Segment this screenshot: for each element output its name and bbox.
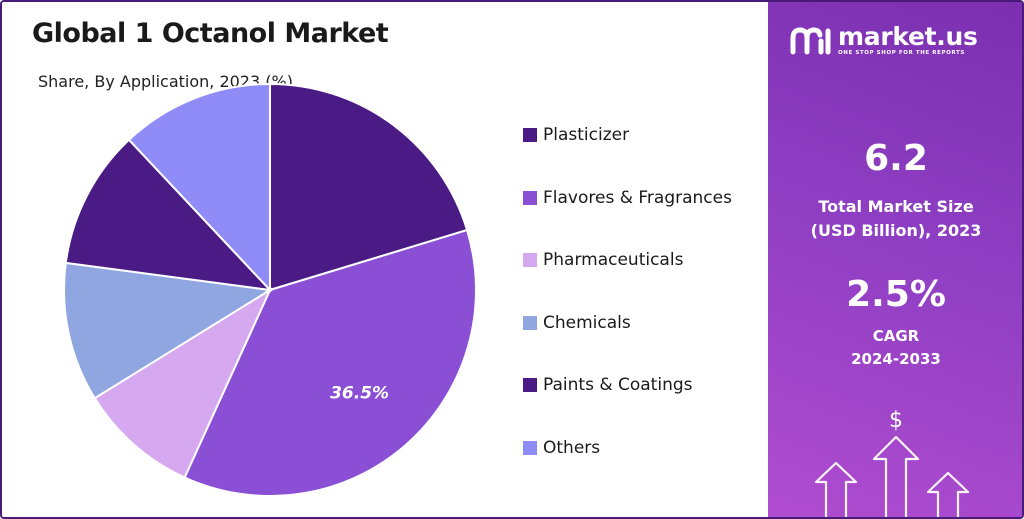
pie-slice-plasticizer xyxy=(269,82,469,292)
brand-name: market.us xyxy=(838,22,978,51)
pie-slice-flavores-fragrances xyxy=(183,228,477,497)
brand: market.us ONE STOP SHOP FOR THE REPORTS xyxy=(790,24,978,56)
legend-swatch xyxy=(523,315,537,330)
pie-slice-chemicals xyxy=(63,261,273,400)
arrow-up-right-icon xyxy=(926,471,970,517)
stats-panel: market.us ONE STOP SHOP FOR THE REPORTS … xyxy=(768,2,1022,517)
brand-tagline: ONE STOP SHOP FOR THE REPORTS xyxy=(838,50,965,56)
legend-swatch xyxy=(523,378,537,393)
arrow-up-center-icon xyxy=(872,435,920,517)
legend-swatch xyxy=(523,190,537,205)
pie-slice-pharmaceuticals xyxy=(93,287,273,479)
legend-label: Pharmaceuticals xyxy=(543,250,684,271)
legend-label: Flavores & Fragrances xyxy=(543,187,732,208)
growth-arrows-icon: $ xyxy=(814,408,970,517)
dollar-icon: $ xyxy=(889,408,903,433)
cagr-period: 2024-2033 xyxy=(851,350,941,368)
legend-swatch xyxy=(523,253,537,268)
pie-slice-paints-coatings xyxy=(64,138,273,292)
cagr-label: CAGR xyxy=(872,327,920,345)
legend-label: Chemicals xyxy=(543,312,631,333)
legend-item-others: Others xyxy=(523,417,763,480)
legend-item-chemicals: Chemicals xyxy=(523,292,763,355)
legend-label: Others xyxy=(543,437,601,458)
market-size-label-line-1: Total Market Size xyxy=(818,197,974,216)
pie-slice-others xyxy=(127,82,271,293)
market-us-logo-icon xyxy=(790,27,831,55)
legend-label: Plasticizer xyxy=(543,125,630,146)
slice-data-label: 36.5% xyxy=(330,383,389,403)
chart-panel: Global 1 Octanol Market Share, By Applic… xyxy=(2,2,768,517)
market-size-value: 6.2 xyxy=(864,138,928,179)
legend-item-pharmaceuticals: Pharmaceuticals xyxy=(523,229,763,292)
chart-subtitle: Share, By Application, 2023 (%) xyxy=(38,72,293,91)
legend-item-plasticizer: Plasticizer xyxy=(523,104,763,167)
page-title: Global 1 Octanol Market xyxy=(32,18,389,49)
legend-swatch xyxy=(523,440,537,455)
legend-label: Paints & Coatings xyxy=(543,375,693,396)
legend-item-paints-coatings: Paints & Coatings xyxy=(523,354,763,417)
legend-swatch xyxy=(523,128,537,143)
market-size-label-line-2: (USD Billion), 2023 xyxy=(810,221,982,240)
chart-legend: Plasticizer Flavores & Fragrances Pharma… xyxy=(523,104,763,479)
legend-item-flavores-fragrances: Flavores & Fragrances xyxy=(523,167,763,230)
pie-chart: 36.5% xyxy=(63,82,477,497)
arrow-up-left-icon xyxy=(814,461,858,517)
cagr-value: 2.5% xyxy=(846,274,946,315)
